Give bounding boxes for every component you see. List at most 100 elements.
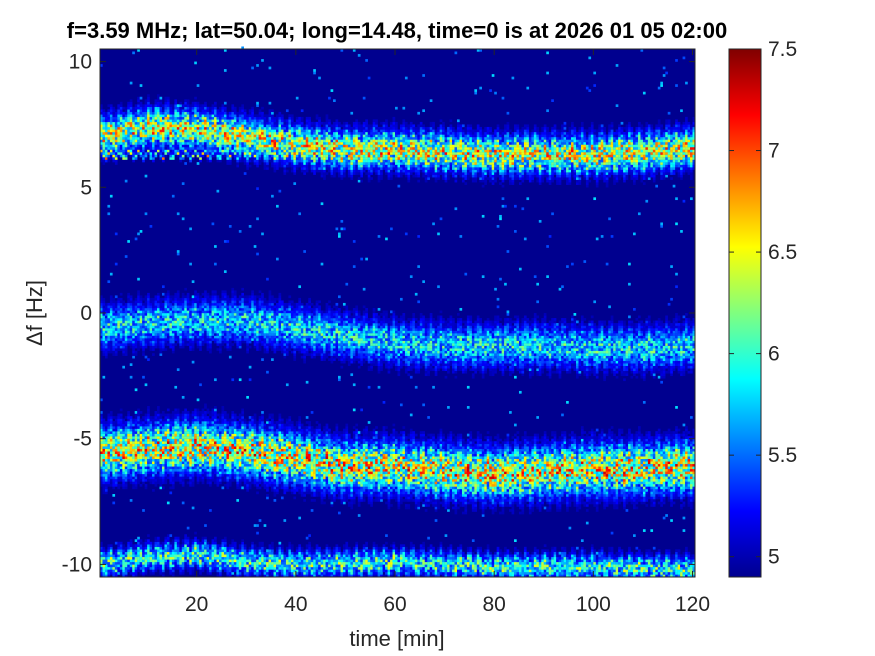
heatmap-cell (147, 549, 150, 552)
heatmap-cell (229, 567, 232, 570)
heatmap-cell (105, 132, 108, 135)
heatmap-cell (155, 414, 158, 417)
heatmap-cell (187, 481, 190, 484)
heatmap-cell (152, 459, 155, 462)
heatmap-cell (217, 476, 220, 479)
heatmap-cell (117, 439, 120, 442)
heatmap-cell (192, 137, 195, 140)
heatmap-cell (239, 160, 242, 163)
heatmap-cell (217, 446, 220, 449)
heatmap-cell (152, 134, 155, 137)
heatmap-cell (169, 119, 172, 122)
heatmap-cell (239, 564, 242, 567)
heatmap-cell (221, 549, 224, 552)
heatmap-cell (162, 414, 165, 417)
heatmap-cell (115, 338, 118, 341)
heatmap-cell (120, 127, 123, 130)
heatmap-cell (162, 160, 165, 163)
heatmap-cell (155, 559, 158, 562)
heatmap-cell (204, 336, 207, 339)
heatmap-cell (122, 152, 125, 155)
heatmap-cell (167, 429, 170, 432)
heatmap-cell (150, 150, 153, 153)
heatmap-cell (105, 554, 108, 557)
heatmap-cell (234, 305, 237, 308)
heatmap-cell (221, 152, 224, 155)
heatmap-cell (125, 559, 128, 562)
heatmap-cell (117, 471, 120, 474)
heatmap-cell (147, 441, 150, 444)
heatmap-cell (224, 539, 227, 542)
heatmap-cell (229, 562, 232, 565)
heatmap-cell (112, 134, 115, 137)
heatmap-cell (229, 225, 232, 228)
heatmap-cell (207, 419, 210, 422)
heatmap-cell (125, 464, 128, 467)
heatmap-cell (179, 343, 182, 346)
heatmap-cell (120, 333, 123, 336)
heatmap-cell (164, 421, 167, 424)
heatmap-cell (107, 557, 110, 560)
heatmap-cell (107, 142, 110, 145)
heatmap-cell (117, 134, 120, 137)
heatmap-cell (184, 461, 187, 464)
heatmap-cell (231, 552, 234, 555)
heatmap-cell (224, 318, 227, 321)
heatmap-cell (231, 145, 234, 148)
heatmap-cell (177, 414, 180, 417)
heatmap-cell (160, 341, 163, 344)
heatmap-cell (117, 424, 120, 427)
heatmap-cell (177, 107, 180, 110)
heatmap-cell (110, 140, 113, 143)
heatmap-cell (182, 544, 185, 547)
heatmap-cell (174, 421, 177, 424)
heatmap-cell (234, 449, 237, 452)
heatmap-cell (217, 295, 220, 298)
heatmap-cell (207, 439, 210, 442)
heatmap-cell (169, 104, 172, 107)
heatmap-cell (102, 114, 105, 117)
heatmap-cell (117, 544, 120, 547)
heatmap-cell (140, 424, 143, 427)
heatmap-cell (160, 140, 163, 143)
heatmap-cell (115, 117, 118, 120)
heatmap-cell (212, 137, 215, 140)
heatmap-cell (202, 305, 205, 308)
heatmap-cell (239, 552, 242, 555)
heatmap-cell (160, 353, 163, 356)
heatmap-cell (239, 471, 242, 474)
heatmap-cell (239, 298, 242, 301)
heatmap-cell (189, 451, 192, 454)
heatmap-cell (239, 549, 242, 552)
heatmap-cell (177, 444, 180, 447)
heatmap-cell (140, 451, 143, 454)
heatmap-cell (221, 313, 224, 316)
heatmap-cell (202, 464, 205, 467)
heatmap-cell (160, 434, 163, 437)
heatmap-cell (234, 157, 237, 160)
heatmap-cell (142, 424, 145, 427)
heatmap-cell (120, 444, 123, 447)
heatmap-cell (137, 310, 140, 313)
heatmap-cell (179, 562, 182, 565)
heatmap-cell (107, 451, 110, 454)
heatmap-cell (219, 348, 222, 351)
heatmap-cell (117, 338, 120, 341)
heatmap-cell (162, 117, 165, 120)
heatmap-cell (177, 537, 180, 540)
heatmap-cell (105, 466, 108, 469)
heatmap-cell (182, 326, 185, 329)
heatmap-cell (202, 446, 205, 449)
heatmap-cell (152, 107, 155, 110)
heatmap-cell (125, 331, 128, 334)
heatmap-cell (194, 142, 197, 145)
heatmap-cell (231, 416, 234, 419)
heatmap-cell (152, 552, 155, 555)
heatmap-cell (120, 409, 123, 412)
heatmap-cell (194, 411, 197, 414)
heatmap-cell (132, 557, 135, 560)
heatmap-cell (212, 444, 215, 447)
heatmap-cell (179, 559, 182, 562)
heatmap-cell (132, 129, 135, 132)
heatmap-cell (234, 328, 237, 331)
